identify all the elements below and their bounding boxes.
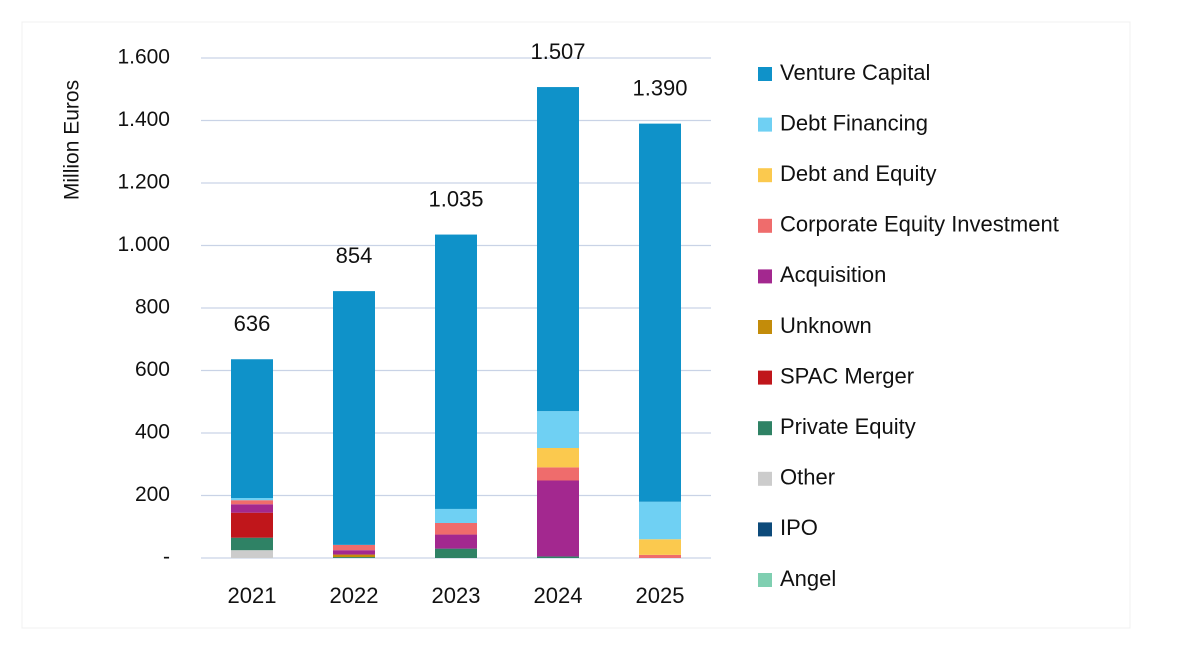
total-label: 1.507	[530, 39, 585, 64]
total-label: 854	[336, 243, 373, 268]
bar-segment	[537, 467, 579, 481]
legend-swatch	[758, 218, 772, 233]
legend-swatch	[758, 573, 772, 587]
bar-segment	[333, 557, 375, 558]
bar-segment	[435, 508, 477, 523]
legend-swatch	[758, 471, 772, 486]
legend-label: Venture Capital	[780, 60, 930, 85]
total-label: 636	[234, 311, 271, 336]
legend-label: Corporate Equity Investment	[780, 212, 1059, 237]
legend-label: Private Equity	[780, 414, 916, 439]
legend-swatch	[758, 117, 772, 132]
bar-segment	[231, 504, 273, 513]
y-tick-label: 1.600	[117, 46, 170, 69]
legend-swatch	[758, 421, 772, 436]
bar-segment	[333, 550, 375, 555]
legend-swatch	[758, 370, 772, 385]
legend-label: Other	[780, 465, 835, 490]
legend-swatch	[758, 320, 772, 334]
y-tick-label: 1.000	[117, 233, 170, 256]
total-label: 1.035	[428, 186, 483, 211]
bar-segment	[639, 539, 681, 555]
y-tick-label: 200	[135, 483, 170, 506]
bar-segment	[537, 448, 579, 468]
legend-label: Angel	[780, 566, 836, 591]
legend-label: IPO	[780, 515, 818, 540]
bar-segment	[333, 544, 375, 551]
y-tick-label: 400	[135, 421, 170, 444]
y-tick-label: 800	[135, 296, 170, 319]
total-label: 1.390	[632, 75, 687, 100]
x-tick-label: 2025	[636, 583, 685, 608]
bar-segment	[231, 550, 273, 558]
legend-label: Acquisition	[780, 262, 886, 287]
bar-segment	[435, 548, 477, 558]
y-tick-label: 1.400	[117, 108, 170, 131]
bar-segment	[537, 556, 579, 558]
bar-segment	[537, 411, 579, 448]
bar-segment	[537, 480, 579, 557]
x-tick-label: 2021	[228, 583, 277, 608]
legend-label: Debt Financing	[780, 110, 928, 135]
bar-segment	[333, 291, 375, 545]
legend-label: Unknown	[780, 313, 872, 338]
bar-segment	[231, 359, 273, 498]
bar-segment	[639, 554, 681, 558]
bar-segment	[435, 234, 477, 509]
bar-segment	[537, 87, 579, 412]
legend-swatch	[758, 168, 772, 183]
bar-segment	[231, 500, 273, 505]
bar-segment	[333, 554, 375, 558]
x-tick-label: 2023	[432, 583, 481, 608]
bar-segment	[639, 123, 681, 502]
legend-swatch	[758, 67, 772, 81]
legend-label: SPAC Merger	[780, 363, 914, 388]
legend-swatch	[758, 522, 772, 537]
y-tick-label: 1.200	[117, 171, 170, 194]
y-tick-label: -	[163, 546, 170, 569]
bar-segment	[639, 501, 681, 540]
legend-swatch	[758, 269, 772, 284]
x-tick-label: 2022	[330, 583, 379, 608]
y-axis-label: Million Euros	[61, 80, 84, 200]
x-tick-label: 2024	[534, 583, 583, 608]
bar-segment	[435, 523, 477, 535]
bar-segment	[435, 534, 477, 549]
y-tick-label: 600	[135, 358, 170, 381]
bar-segment	[231, 498, 273, 501]
bar-segment	[231, 512, 273, 538]
bar-segment	[231, 537, 273, 551]
legend-label: Debt and Equity	[780, 161, 937, 186]
